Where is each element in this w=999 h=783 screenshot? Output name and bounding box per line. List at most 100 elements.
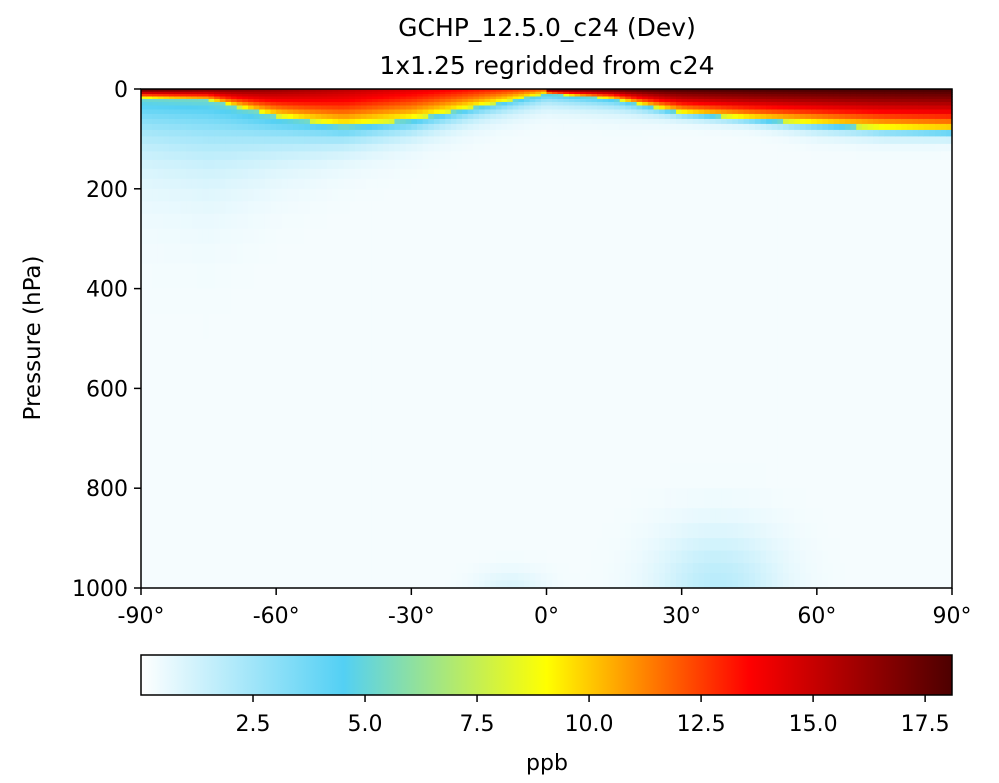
heatmap-cell [721, 101, 728, 107]
heatmap-cell [152, 89, 159, 92]
heatmap-cell [597, 508, 604, 524]
heatmap-cell [569, 313, 576, 340]
heatmap-cell [540, 438, 548, 464]
heatmap-cell [400, 93, 407, 98]
heatmap-cell [501, 90, 508, 93]
heatmap-cell [186, 563, 193, 574]
heatmap-cell [636, 96, 643, 100]
heatmap-cell [433, 338, 441, 365]
heatmap-cell [157, 228, 165, 245]
heatmap-cell [338, 90, 345, 93]
heatmap-cell [664, 96, 671, 100]
heatmap-cell [355, 105, 362, 111]
heatmap-cell [309, 388, 317, 414]
heatmap-cell [591, 89, 598, 92]
heatmap-cell [157, 151, 165, 161]
heatmap-cell [360, 96, 367, 100]
heatmap-cell [518, 151, 525, 161]
heatmap-cell [754, 338, 762, 365]
heatmap-cell [799, 463, 807, 489]
heatmap-cell [625, 213, 632, 230]
heatmap-cell [585, 438, 593, 464]
heatmap-cell [259, 523, 266, 539]
heatmap-cell [152, 413, 159, 439]
heatmap-cell [687, 228, 694, 245]
heatmap-cell [428, 168, 435, 180]
heatmap-cell [642, 151, 649, 161]
heatmap-cell [630, 93, 638, 98]
heatmap-cell [383, 113, 390, 120]
heatmap-cell [377, 91, 384, 95]
heatmap-cell [439, 109, 446, 115]
heatmap-cell [484, 538, 491, 552]
heatmap-cell [276, 243, 283, 265]
heatmap-cell [563, 388, 570, 414]
heatmap-cell [523, 580, 531, 589]
heatmap-cell [304, 118, 311, 125]
heatmap-cell [146, 313, 153, 340]
heatmap-cell [326, 109, 334, 115]
heatmap-cell [253, 118, 260, 125]
heatmap-cell [653, 313, 660, 340]
heatmap-cell [794, 129, 801, 138]
heatmap-cell [540, 101, 548, 107]
heatmap-cell [490, 113, 497, 120]
heatmap-cell [467, 109, 474, 115]
heatmap-cell [794, 563, 801, 574]
heatmap-cell [264, 573, 272, 582]
heatmap-cell [456, 508, 463, 524]
heatmap-cell [585, 105, 593, 111]
heatmap-cell [146, 188, 153, 202]
heatmap-cell [664, 91, 671, 95]
heatmap-cell [208, 563, 215, 574]
heatmap-cell [766, 413, 773, 439]
heatmap-cell [163, 178, 170, 190]
heatmap-cell [338, 151, 345, 161]
heatmap-cell [636, 288, 643, 315]
heatmap-cell [647, 363, 655, 389]
heatmap-cell [771, 438, 779, 464]
heatmap-cell [208, 123, 215, 131]
heatmap-cell [304, 213, 311, 230]
heatmap-cell [422, 213, 429, 230]
heatmap-cell [253, 243, 260, 265]
heatmap-cell [664, 168, 671, 180]
heatmap-cell [315, 178, 322, 190]
heatmap-cell [264, 89, 272, 92]
heatmap-cell [704, 143, 711, 152]
heatmap-cell [794, 538, 801, 552]
heatmap-cell [811, 363, 818, 389]
heatmap-cell [799, 550, 807, 564]
heatmap-cell [619, 168, 626, 180]
heatmap-cell [360, 538, 367, 552]
heatmap-cell [788, 188, 795, 202]
heatmap-cell [523, 363, 531, 389]
heatmap-cell [169, 118, 176, 125]
heatmap-cell [163, 188, 170, 202]
heatmap-cell [343, 96, 350, 100]
heatmap-cell [197, 101, 204, 107]
heatmap-cell [450, 508, 457, 524]
heatmap-cell [191, 188, 198, 202]
heatmap-cell [321, 573, 328, 582]
heatmap-cell [501, 151, 508, 161]
heatmap-cell [225, 488, 232, 509]
heatmap-cell [428, 563, 435, 574]
heatmap-cell [478, 523, 486, 539]
heatmap-cell [692, 573, 700, 582]
heatmap-cell [293, 188, 300, 202]
heatmap-cell [726, 178, 733, 190]
heatmap-cell [141, 91, 148, 95]
heatmap-cell [298, 563, 305, 574]
heatmap-cell [315, 123, 322, 131]
heatmap-cell [726, 105, 733, 111]
heatmap-cell [253, 93, 260, 98]
heatmap-cell [264, 413, 272, 439]
heatmap-cell [315, 89, 322, 92]
heatmap-cell [642, 91, 649, 95]
heatmap-cell [309, 151, 317, 161]
heatmap-cell [377, 580, 384, 589]
heatmap-cell [462, 288, 469, 315]
heatmap-cell [585, 463, 593, 489]
heatmap-cell [152, 388, 159, 414]
